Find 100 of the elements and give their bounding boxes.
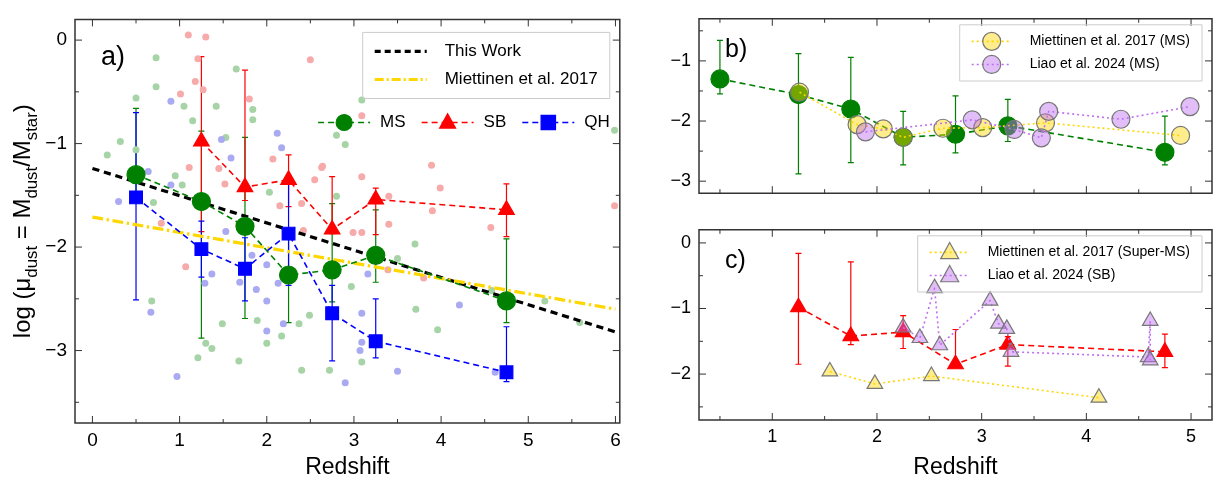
point	[202, 339, 210, 347]
point	[998, 116, 1018, 136]
point	[245, 95, 253, 103]
point	[541, 297, 549, 305]
y-tick-label: −1	[670, 49, 691, 70]
point	[189, 117, 197, 125]
point	[274, 279, 282, 287]
point	[710, 69, 730, 89]
point	[269, 155, 277, 163]
point	[182, 263, 190, 271]
point	[358, 112, 366, 120]
point	[931, 335, 949, 351]
point	[894, 322, 912, 338]
point	[364, 270, 372, 278]
point	[947, 354, 964, 370]
y-tick-label: −2	[670, 110, 691, 130]
point	[147, 308, 155, 316]
point	[999, 334, 1017, 350]
point	[436, 184, 444, 192]
legend-label: Liao et al. 2024 (SB)	[987, 266, 1116, 283]
point	[790, 297, 807, 313]
point	[923, 366, 940, 382]
point	[201, 279, 209, 287]
point	[278, 265, 299, 285]
point	[252, 286, 260, 293]
point	[349, 229, 357, 237]
point	[208, 344, 216, 352]
point	[185, 163, 193, 171]
x-tick-label: 6	[610, 428, 621, 450]
point	[911, 328, 929, 344]
point	[212, 102, 220, 110]
point	[611, 126, 619, 134]
point	[306, 56, 314, 64]
legend-label: Miettinen et al. 2017 (Super-MS)	[987, 243, 1191, 260]
point	[176, 90, 184, 98]
point	[180, 102, 188, 110]
point	[394, 367, 402, 375]
point	[855, 122, 876, 142]
point	[103, 151, 111, 159]
point	[171, 172, 179, 180]
y-tick-label: −3	[670, 170, 691, 191]
legend-label: SB	[483, 112, 507, 132]
point	[126, 165, 146, 185]
point	[167, 97, 175, 105]
point	[218, 320, 226, 328]
point	[178, 181, 186, 189]
point	[281, 226, 296, 241]
point	[611, 202, 619, 210]
point	[842, 326, 860, 342]
point	[263, 327, 271, 335]
point	[265, 188, 273, 196]
point	[1180, 97, 1200, 117]
legend-label: Miettinen et al. 2017	[444, 69, 598, 89]
y-tick-label: −1	[45, 131, 67, 153]
y-tick-label: 0	[56, 28, 67, 50]
y-axis-title: log (μdust = Mdust/Mstar)	[8, 104, 42, 339]
point	[434, 326, 442, 334]
point	[358, 173, 366, 181]
point	[894, 317, 912, 333]
point	[333, 192, 340, 200]
x-axis-title: Redshift	[913, 452, 999, 479]
legend-label: This Work	[444, 41, 522, 61]
point	[499, 365, 514, 380]
y-tick-label: 0	[680, 231, 691, 252]
point	[496, 291, 517, 311]
x-tick-label: 5	[522, 428, 534, 450]
point	[1156, 342, 1174, 357]
point	[841, 99, 861, 119]
annotation: b)	[725, 33, 748, 62]
point	[273, 129, 281, 137]
point	[132, 94, 140, 102]
point	[232, 65, 240, 73]
point	[455, 301, 463, 309]
point	[1039, 101, 1059, 122]
point	[412, 305, 420, 313]
point	[358, 309, 366, 317]
x-tick-label: 1	[767, 425, 778, 446]
x-tick-label: 2	[261, 428, 273, 450]
point	[821, 361, 839, 377]
point	[157, 219, 165, 227]
point	[249, 105, 257, 113]
point	[115, 198, 123, 206]
point	[487, 223, 495, 231]
point	[341, 141, 349, 149]
point	[199, 86, 207, 94]
point	[191, 77, 199, 85]
point	[347, 282, 355, 290]
point	[311, 176, 319, 184]
legend-label: Miettinen et al. 2017 (MS)	[1029, 32, 1190, 49]
point	[945, 124, 966, 144]
point	[278, 144, 286, 152]
point	[385, 220, 393, 228]
point	[191, 191, 211, 212]
point	[263, 339, 271, 347]
point	[1004, 119, 1024, 140]
x-axis-title: Redshift	[305, 452, 391, 479]
point	[394, 254, 402, 262]
x-tick-label: 4	[1081, 425, 1092, 446]
point	[358, 96, 366, 104]
point	[238, 261, 252, 276]
